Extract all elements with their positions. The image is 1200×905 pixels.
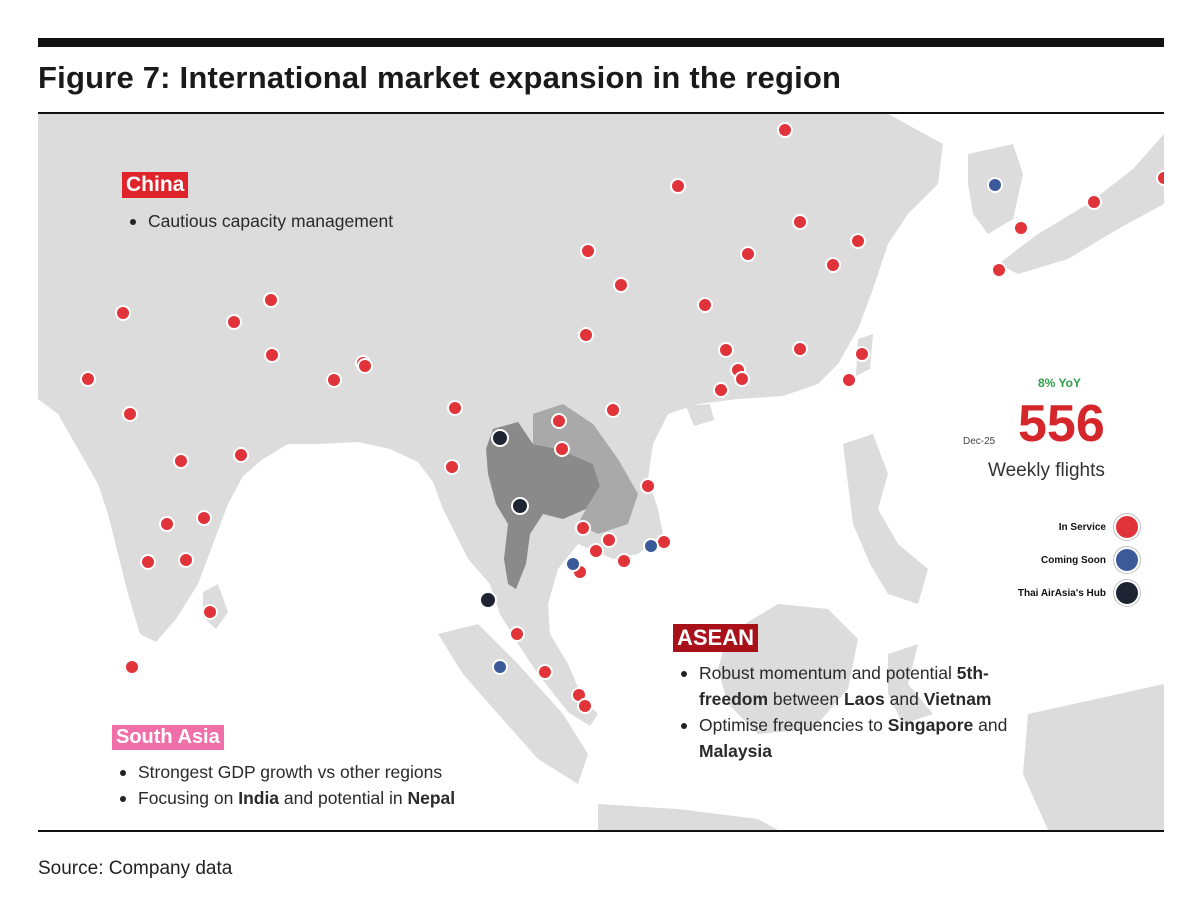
route-map: China Cautious capacity management 8% Yo…: [38, 114, 1164, 830]
legend-label: Coming Soon: [1041, 554, 1106, 566]
yoy-growth: 8% YoY: [1038, 376, 1081, 390]
asean-region-tag: ASEAN: [673, 624, 759, 652]
thailand: [486, 422, 600, 589]
south-asia-bullet-2: Focusing on India and potential in Nepal: [114, 785, 455, 811]
mainland-asia: [38, 114, 943, 726]
south-asia-bullets: Strongest GDP growth vs other regions Fo…: [114, 759, 455, 811]
legend-hub: Thai AirAsia's Hub: [1018, 580, 1140, 606]
legend-coming-soon: Coming Soon: [1041, 547, 1140, 573]
source-note: Source: Company data: [38, 858, 233, 879]
bottom-rule: [38, 830, 1164, 832]
top-rule: [38, 38, 1164, 47]
sulawesi: [888, 644, 933, 724]
legend-in-service: In Service: [1059, 514, 1140, 540]
hub-dot-icon: [1114, 580, 1140, 606]
weekly-flights-label: Weekly flights: [988, 460, 1105, 481]
stat-date: Dec-25: [963, 436, 996, 447]
hub-pins: [479, 429, 529, 609]
in-service-pins: [80, 122, 1164, 714]
china-bullets: Cautious capacity management: [124, 208, 393, 234]
hainan: [686, 404, 714, 426]
coming-soon-dot-icon: [1114, 547, 1140, 573]
china-region-tag: China: [122, 172, 189, 198]
title-rule: [38, 112, 1164, 114]
weekly-flights-value: 556: [1018, 395, 1105, 453]
figure-title: Figure 7: International market expansion…: [38, 60, 842, 95]
laos-cambodia: [533, 404, 638, 534]
new-guinea: [1023, 684, 1164, 830]
south-asia-bullet-1: Strongest GDP growth vs other regions: [114, 759, 455, 785]
in-service-dot-icon: [1114, 514, 1140, 540]
asean-bullet-1: Robust momentum and potential 5th-freedo…: [675, 660, 1007, 712]
java: [598, 804, 778, 830]
philippines: [843, 434, 928, 604]
japan: [998, 134, 1164, 274]
coming-soon-pins: [492, 177, 1003, 675]
sumatra: [438, 624, 588, 784]
china-bullet: Cautious capacity management: [124, 208, 393, 234]
legend-label: Thai AirAsia's Hub: [1017, 587, 1106, 599]
legend-label: In Service: [1058, 521, 1106, 533]
asean-bullets: Robust momentum and potential 5th-freedo…: [675, 660, 1007, 764]
asean-bullet-2: Optimise frequencies to Singapore and Mal…: [675, 712, 1007, 764]
south-asia-region-tag: South Asia: [112, 725, 224, 750]
